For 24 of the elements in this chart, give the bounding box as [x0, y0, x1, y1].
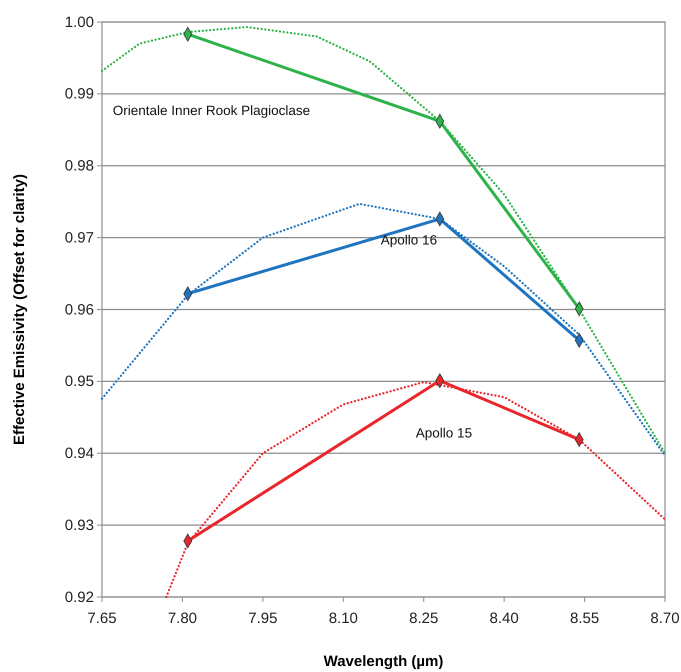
y-tick-label: 0.95: [64, 373, 94, 390]
y-tick-label: 0.94: [64, 445, 94, 462]
line-series: [100, 202, 666, 457]
x-tick-label: 8.25: [409, 610, 438, 627]
x-tick-label: 8.40: [490, 610, 519, 627]
x-tick-label: 8.70: [650, 610, 680, 627]
x-axis-title: Wavelength (µm): [324, 653, 444, 670]
y-tick-label: 1.00: [64, 14, 94, 31]
y-tick-label: 0.92: [64, 588, 94, 606]
x-tick-label: 8.10: [328, 610, 358, 627]
y-tick-label: 0.97: [64, 229, 94, 246]
y-axis-title: Effective Emissivity (Offset for clarity): [11, 174, 28, 445]
y-tick-label: 0.98: [64, 158, 94, 175]
x-tick-label: 7.80: [168, 610, 198, 627]
x-tick-label: 8.55: [570, 610, 600, 627]
series-label: Apollo 15: [416, 426, 472, 441]
x-tick-label: 7.95: [248, 610, 278, 627]
y-tick-label: 0.96: [64, 301, 94, 318]
series-label: Apollo 16: [380, 232, 438, 248]
x-tick-label: 7.65: [87, 610, 117, 627]
y-tick-label: 0.93: [64, 516, 94, 534]
line-series: [100, 26, 666, 454]
series-label: Orientale Inner Rook Plagioclase: [112, 102, 310, 118]
y-tick-label: 0.99: [64, 86, 94, 103]
